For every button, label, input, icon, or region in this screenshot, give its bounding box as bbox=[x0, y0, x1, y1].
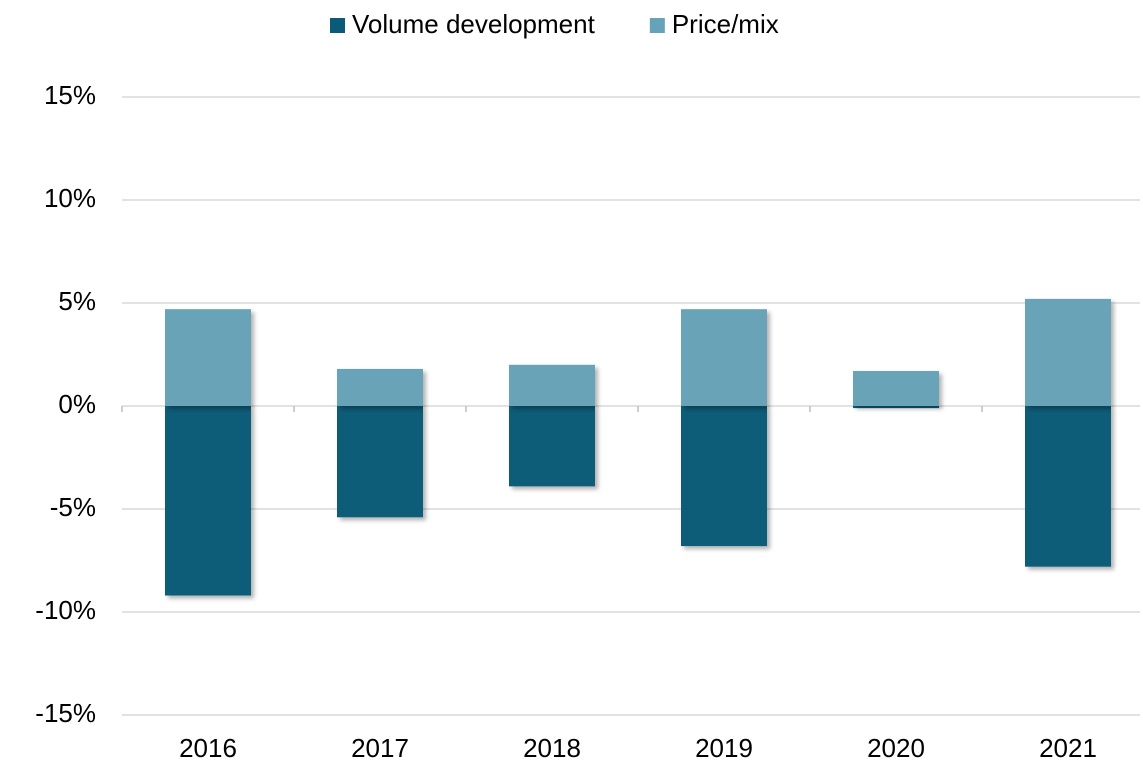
y-tick-label: 0% bbox=[58, 389, 96, 419]
bar bbox=[681, 406, 767, 547]
bar bbox=[853, 406, 939, 409]
legend-swatch bbox=[330, 18, 345, 33]
y-tick-label: -10% bbox=[35, 595, 96, 625]
bar bbox=[337, 368, 423, 406]
y-tick-label: -5% bbox=[50, 492, 96, 522]
x-tick-label: 2017 bbox=[351, 733, 409, 763]
y-tick-label: 5% bbox=[58, 286, 96, 316]
legend-label: Price/mix bbox=[672, 9, 779, 39]
x-tick-label: 2021 bbox=[1039, 733, 1097, 763]
x-tick-label: 2019 bbox=[695, 733, 753, 763]
y-tick-label: 15% bbox=[44, 80, 96, 110]
y-tick-label: 10% bbox=[44, 183, 96, 213]
bar bbox=[1025, 298, 1111, 406]
legend-label: Volume development bbox=[352, 9, 596, 39]
bar bbox=[165, 309, 251, 406]
bar bbox=[509, 406, 595, 487]
y-tick-label: -15% bbox=[35, 698, 96, 728]
x-tick-label: 2016 bbox=[179, 733, 237, 763]
bar bbox=[853, 370, 939, 406]
bar bbox=[509, 364, 595, 406]
legend-swatch bbox=[649, 18, 665, 33]
bar bbox=[681, 309, 767, 406]
x-tick-label: 2020 bbox=[867, 733, 925, 763]
bar bbox=[337, 406, 423, 518]
x-tick-label: 2018 bbox=[523, 733, 581, 763]
bar bbox=[165, 406, 251, 596]
bar bbox=[1025, 406, 1111, 567]
